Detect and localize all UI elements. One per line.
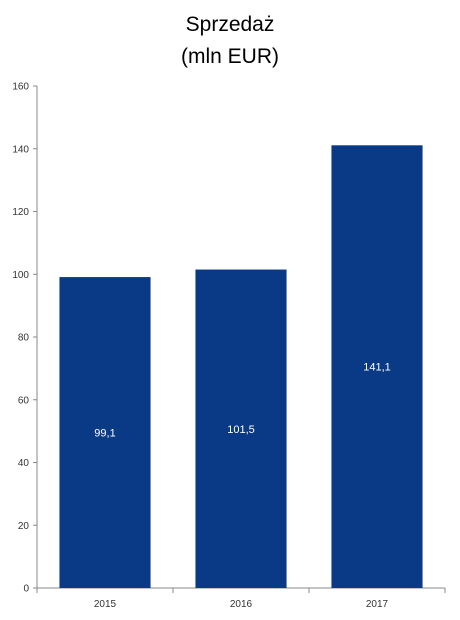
y-tick-label: 60 (18, 395, 30, 406)
x-tick-label: 2017 (366, 599, 389, 610)
bar-value-label: 99,1 (94, 428, 115, 440)
y-tick-label: 80 (18, 333, 30, 344)
y-tick-label: 0 (23, 584, 29, 595)
y-tick-label: 100 (12, 270, 29, 281)
bar-value-label: 101,5 (227, 424, 255, 436)
y-tick-label: 40 (18, 458, 30, 469)
y-tick-label: 140 (12, 144, 29, 155)
plot-area: 0 20 40 60 80 100 120 140 160 99,1 2015 101,5 2016 14… (12, 82, 446, 610)
bar (331, 145, 423, 588)
x-tick-label: 2016 (230, 599, 253, 610)
bar (59, 277, 151, 588)
chart-subtitle: (mln EUR) (181, 45, 279, 68)
bar-value-label: 141,1 (363, 362, 391, 374)
y-tick-label: 20 (18, 521, 30, 532)
chart-title: Sprzedaż (186, 13, 275, 36)
x-tick-label: 2015 (94, 599, 117, 610)
y-tick-label: 120 (12, 207, 29, 218)
y-tick-label: 160 (12, 82, 29, 93)
bar (195, 269, 287, 588)
